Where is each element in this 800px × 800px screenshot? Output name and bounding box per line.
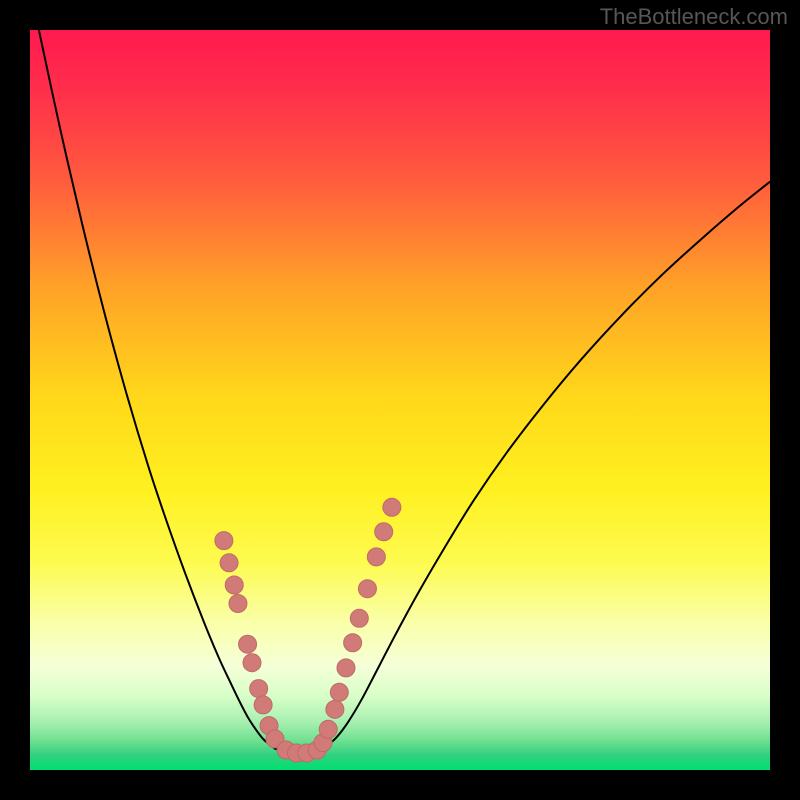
data-marker [220,554,238,572]
data-marker [383,498,401,516]
data-marker [344,634,362,652]
data-marker [350,609,368,627]
chart-svg [30,30,770,770]
data-marker [367,548,385,566]
watermark-text: TheBottleneck.com [600,4,788,30]
data-marker [250,680,268,698]
data-marker [330,683,348,701]
data-marker [375,523,393,541]
gradient-background [30,30,770,770]
data-marker [239,635,257,653]
data-marker [229,595,247,613]
data-marker [254,696,272,714]
data-marker [215,532,233,550]
data-marker [319,720,337,738]
data-marker [337,659,355,677]
data-marker [225,576,243,594]
data-marker [326,700,344,718]
outer-frame: TheBottleneck.com [0,0,800,800]
data-marker [358,580,376,598]
plot-area [30,30,770,770]
data-marker [243,654,261,672]
